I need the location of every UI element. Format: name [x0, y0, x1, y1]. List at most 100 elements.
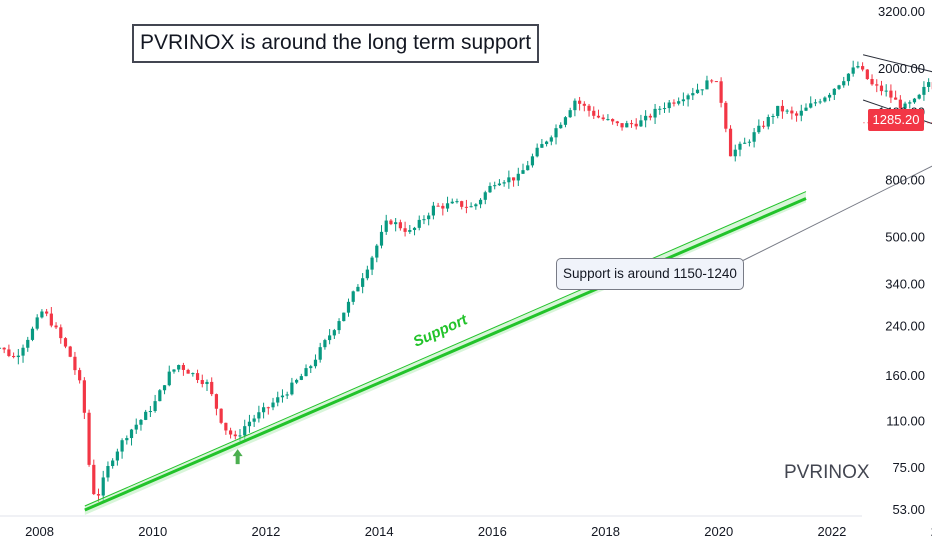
support-callout: Support is around 1150-1240 — [556, 258, 744, 290]
candle — [54, 322, 58, 330]
candle — [620, 123, 624, 131]
candle — [856, 61, 860, 69]
candle — [16, 348, 20, 365]
candle — [469, 202, 473, 208]
candle — [827, 92, 832, 102]
descending-channel — [862, 54, 932, 125]
candle — [710, 79, 714, 84]
candle — [431, 201, 435, 220]
candle — [927, 78, 931, 92]
candle — [59, 324, 63, 344]
candle — [0, 347, 2, 349]
candle — [412, 226, 417, 236]
candle — [573, 98, 577, 117]
candle — [92, 459, 96, 496]
candle — [441, 203, 445, 216]
candle — [578, 96, 582, 111]
last-price-tag: 1285.20 — [868, 109, 924, 131]
candle — [361, 273, 365, 294]
candle — [516, 167, 520, 187]
candle — [842, 76, 846, 88]
candle — [436, 202, 440, 207]
candle — [648, 113, 652, 121]
candle — [450, 198, 454, 204]
candle — [794, 111, 799, 122]
x-tick-label: 2022 — [817, 524, 846, 539]
candle — [365, 265, 369, 281]
candle — [903, 101, 907, 109]
candle — [219, 408, 223, 425]
candle — [384, 214, 388, 235]
candle — [846, 73, 851, 86]
candle — [346, 298, 351, 317]
candle — [271, 397, 275, 411]
candle — [460, 200, 464, 210]
candle — [2, 347, 6, 354]
candle — [233, 430, 237, 440]
support-trendline — [84, 191, 807, 515]
candle — [776, 105, 780, 119]
candle — [691, 87, 695, 101]
candle — [111, 458, 115, 469]
candle — [700, 89, 704, 96]
candle — [191, 372, 195, 377]
y-tick-label: 160.00 — [885, 368, 925, 383]
candle — [714, 80, 718, 83]
candle — [733, 144, 737, 162]
candle — [261, 402, 266, 419]
candle — [540, 138, 544, 148]
candle — [417, 215, 421, 231]
candle — [403, 221, 407, 237]
candle — [521, 163, 525, 174]
y-tick-label: 240.00 — [885, 319, 925, 334]
candle — [639, 114, 643, 127]
candle — [252, 414, 256, 427]
candle — [653, 103, 657, 124]
y-tick-label: 800.00 — [885, 172, 925, 187]
candle — [186, 368, 190, 374]
candle — [129, 428, 134, 446]
candle — [30, 326, 35, 342]
candle — [587, 103, 591, 117]
candle — [266, 406, 270, 415]
candle — [478, 198, 483, 209]
candle — [318, 342, 322, 363]
candle — [559, 122, 563, 129]
candle — [728, 125, 733, 157]
candle — [747, 139, 752, 147]
candle — [743, 137, 747, 144]
candle — [148, 405, 152, 418]
candle — [799, 104, 803, 122]
candle — [290, 377, 294, 396]
candle — [276, 391, 280, 407]
candle — [667, 100, 671, 113]
candle — [861, 62, 865, 72]
candle — [181, 362, 186, 376]
candle — [851, 60, 855, 77]
candle — [761, 120, 766, 129]
y-tick-label: 53.00 — [892, 502, 925, 517]
candle — [875, 79, 879, 93]
candle — [644, 110, 648, 128]
candle — [615, 120, 619, 127]
candle — [563, 116, 568, 128]
candle — [144, 409, 148, 421]
support-line — [84, 197, 807, 512]
candle — [120, 438, 124, 459]
candle — [21, 344, 25, 363]
candle — [134, 418, 138, 434]
candle — [285, 391, 289, 400]
candle — [313, 354, 318, 369]
candle — [592, 106, 596, 119]
candle — [785, 109, 789, 114]
candle — [752, 128, 756, 148]
channel-lower-line — [862, 99, 932, 125]
candle — [45, 308, 49, 317]
candle — [101, 470, 105, 502]
candle — [804, 103, 808, 112]
candle — [172, 369, 176, 374]
candle — [337, 318, 341, 334]
x-axis: 2008201020122014201620182020202220242026 — [25, 524, 932, 539]
candle — [502, 180, 506, 187]
candle — [493, 181, 497, 190]
